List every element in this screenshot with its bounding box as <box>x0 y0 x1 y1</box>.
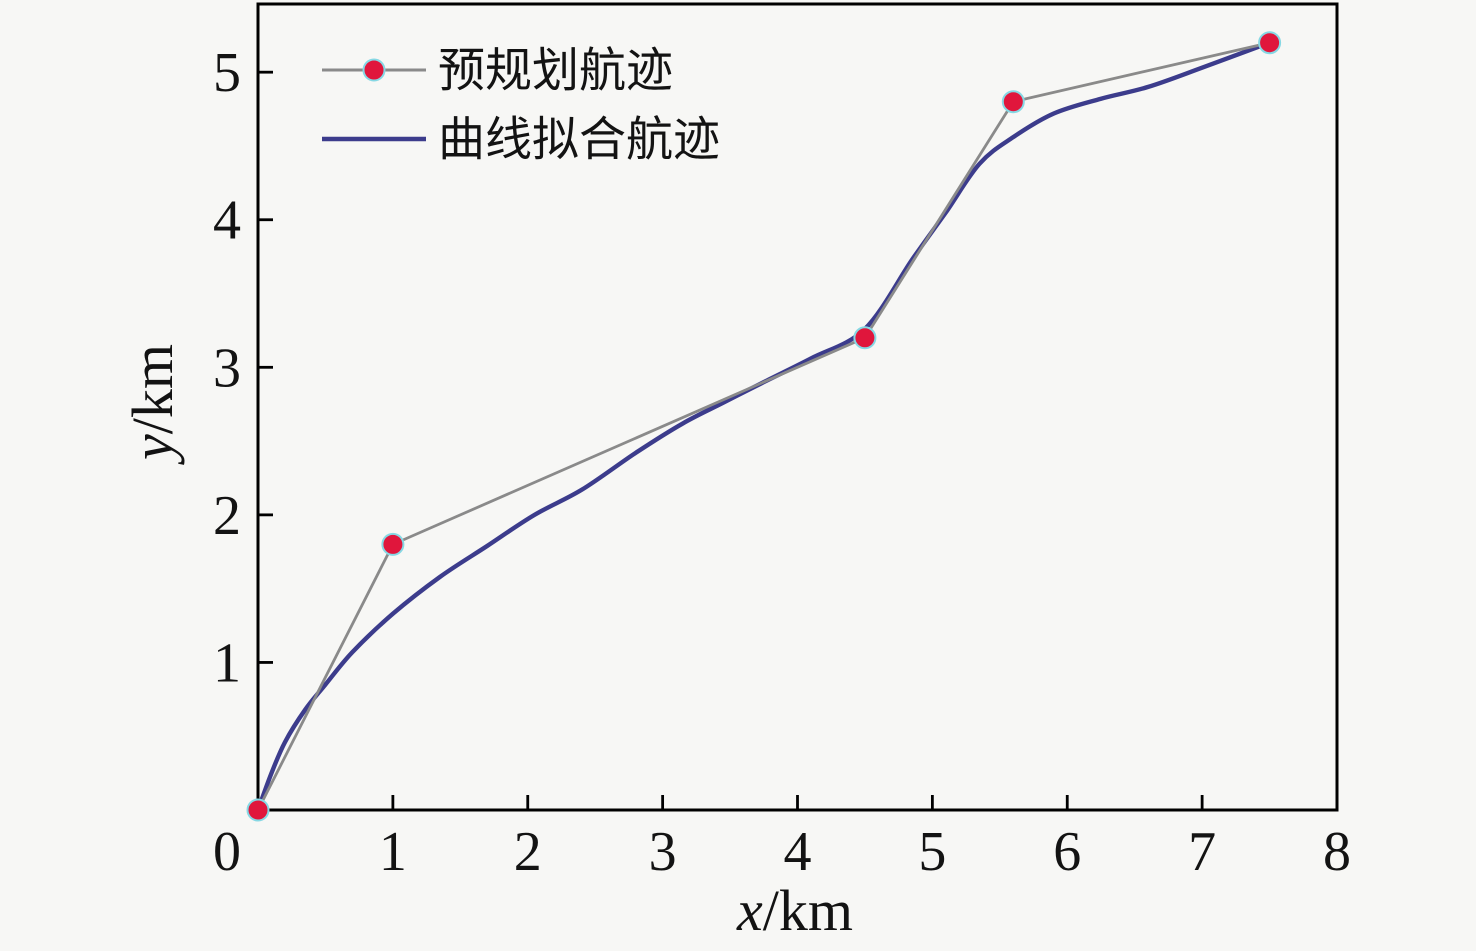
x-tick-label: 5 <box>918 821 946 883</box>
data-series <box>246 31 1282 822</box>
y-tick-label: 3 <box>213 337 241 399</box>
y-tick-label: 5 <box>213 42 241 104</box>
preplanned-track-line <box>256 41 1270 811</box>
y-tick-label: 4 <box>213 190 241 252</box>
x-tick-label: 1 <box>379 821 407 883</box>
x-tick-label: 7 <box>1188 821 1216 883</box>
waypoint-marker <box>246 798 270 822</box>
y-axis-label: y/km <box>120 344 185 465</box>
x-tick-label: 2 <box>514 821 542 883</box>
x-tick-label: 8 <box>1323 821 1351 883</box>
x-tick-label: 3 <box>649 821 677 883</box>
x-axis-label: x/km <box>736 878 853 943</box>
y-tick-label: 2 <box>213 485 241 547</box>
y-axis-tick-labels: 1 2 3 4 5 <box>213 42 241 694</box>
fitted-curve-line <box>255 40 1272 813</box>
x-axis-tick-labels: 0 1 2 3 4 5 6 7 8 <box>213 821 1351 883</box>
legend-preplanned-marker-icon <box>362 58 386 82</box>
plot-frame <box>256 2 1339 812</box>
waypoint-marker <box>1258 31 1282 55</box>
x-tick-label: 6 <box>1053 821 1081 883</box>
x-tick-label: 0 <box>213 821 241 883</box>
legend: 预规划航迹 曲线拟合航迹 <box>322 46 720 167</box>
waypoint-marker <box>853 326 877 350</box>
waypoint-marker <box>1001 90 1025 114</box>
x-tick-label: 4 <box>784 821 812 883</box>
legend-item-preplanned: 预规划航迹 <box>322 46 673 98</box>
x-axis-ticks <box>391 795 1204 810</box>
y-tick-label: 1 <box>213 632 241 694</box>
legend-fitted-label: 曲线拟合航迹 <box>438 115 720 167</box>
waypoint-marker <box>381 532 405 556</box>
legend-item-fitted: 曲线拟合航迹 <box>322 115 720 167</box>
legend-preplanned-label: 预规划航迹 <box>438 46 673 98</box>
y-axis-ticks <box>258 70 273 664</box>
